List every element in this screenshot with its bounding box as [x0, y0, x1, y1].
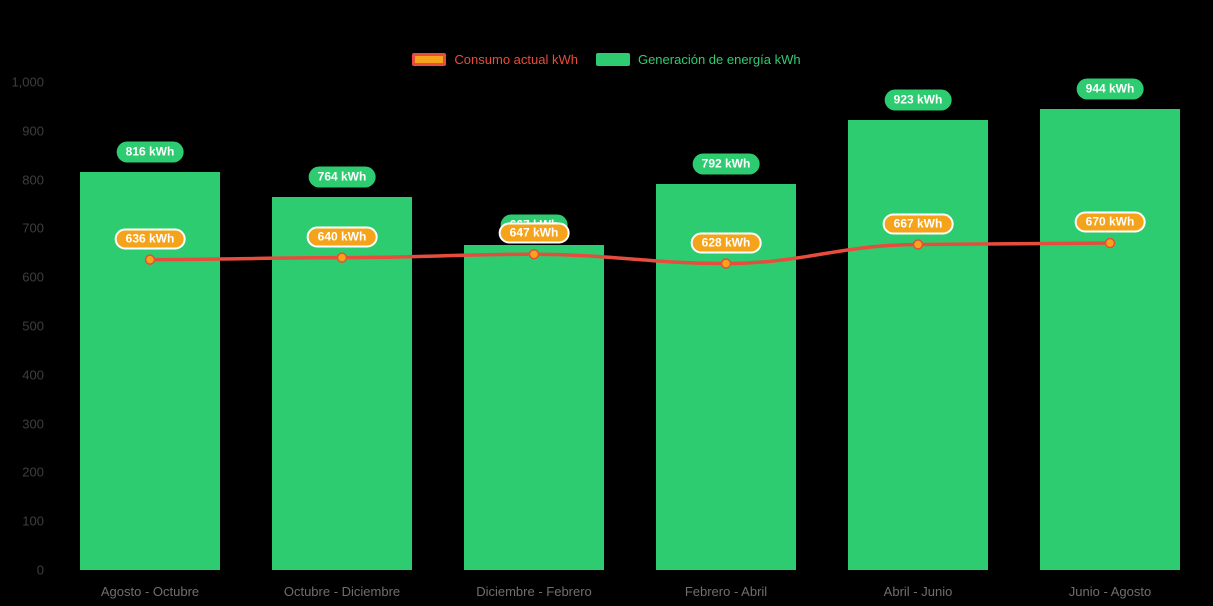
generation-bar[interactable] [464, 244, 604, 570]
consumption-point[interactable] [1104, 237, 1116, 249]
consumption-value-label: 670 kWh [1074, 211, 1146, 233]
consumption-point[interactable] [720, 258, 732, 269]
consumption-value-label: 667 kWh [882, 213, 954, 234]
x-axis-category-label: Octubre - Diciembre [283, 584, 401, 599]
y-axis-tick-label: 900 [22, 123, 44, 139]
consumption-value-label: 640 kWh [306, 226, 378, 248]
consumption-value-label: 647 kWh [498, 222, 570, 244]
generation-value-label: 764 kWh [308, 166, 376, 188]
x-axis-category-label: Agosto - Octubre [100, 584, 200, 599]
y-axis-tick-label: 1,000 [11, 74, 44, 90]
consumption-point[interactable] [144, 254, 156, 265]
y-axis-tick-label: 800 [22, 172, 44, 188]
y-axis-tick-label: 700 [22, 220, 44, 236]
legend-item-generacion[interactable]: Generación de energía kWh [595, 52, 801, 67]
generation-value-label: 923 kWh [884, 89, 952, 111]
consumption-value-label: 628 kWh [690, 232, 762, 254]
generation-bar[interactable] [1040, 109, 1180, 570]
consumption-value-label: 636 kWh [114, 228, 186, 250]
consumo-swatch-icon [412, 53, 447, 66]
y-axis-tick-label: 100 [22, 513, 44, 529]
y-axis-tick-label: 400 [22, 367, 44, 383]
generation-value-label: 944 kWh [1076, 78, 1144, 100]
x-axis-category-label: Febrero - Abril [684, 584, 768, 599]
generation-bar[interactable] [848, 119, 988, 570]
y-axis-tick-label: 200 [22, 464, 44, 480]
consumption-line [149, 241, 1111, 266]
generation-value-label: 816 kWh [116, 141, 184, 163]
consumption-point[interactable] [528, 249, 540, 260]
legend-label-consumo: Consumo actual kWh [454, 52, 578, 67]
x-axis-category-label: Abril - Junio [883, 584, 953, 599]
y-axis-tick-label: 600 [22, 269, 44, 285]
legend-label-generacion: Generación de energía kWh [637, 52, 801, 67]
y-axis-tick-label: 500 [22, 318, 44, 334]
x-axis-category-label: Diciembre - Febrero [476, 584, 592, 599]
y-axis-tick-label: 300 [22, 416, 44, 432]
chart-legend: Consumo actual kWh Generación de energía… [0, 52, 1213, 67]
x-axis-category-label: Junio - Agosto [1068, 584, 1152, 599]
generacion-swatch-icon [595, 53, 630, 66]
y-axis-tick-label: 0 [36, 562, 44, 578]
consumption-point[interactable] [336, 252, 348, 263]
consumption-point[interactable] [912, 239, 924, 250]
generation-value-label: 792 kWh [692, 153, 760, 174]
legend-item-consumo[interactable]: Consumo actual kWh [412, 52, 578, 67]
